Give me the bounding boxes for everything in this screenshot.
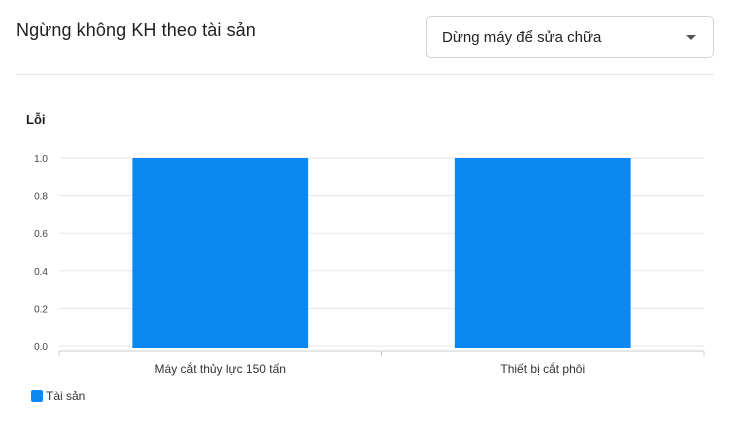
- y-tick-label: 1.0: [34, 154, 48, 165]
- legend-swatch: [31, 390, 43, 402]
- y-tick-label: 0.0: [34, 342, 48, 353]
- caret-down-icon: [686, 35, 696, 40]
- header-divider: [16, 74, 714, 75]
- card-title: Ngừng không KH theo tài sản: [16, 20, 256, 40]
- select-value: Dừng máy để sửa chữa: [442, 28, 602, 46]
- x-tick-label: Thiết bị cắt phôi: [500, 361, 585, 376]
- y-tick-label: 0.8: [34, 192, 48, 203]
- y-tick-label: 0.2: [34, 304, 48, 315]
- downtime-type-select[interactable]: Dừng máy để sửa chữa: [426, 16, 714, 58]
- legend[interactable]: Tài sản: [31, 389, 85, 403]
- bar: [132, 158, 309, 348]
- x-tick-label: Máy cắt thủy lực 150 tấn: [155, 361, 286, 376]
- y-tick-label: 0.6: [34, 229, 48, 240]
- y-axis-title: Lỗi: [26, 112, 46, 127]
- legend-label: Tài sản: [46, 389, 86, 403]
- y-tick-label: 0.4: [34, 267, 48, 278]
- bar: [454, 158, 631, 348]
